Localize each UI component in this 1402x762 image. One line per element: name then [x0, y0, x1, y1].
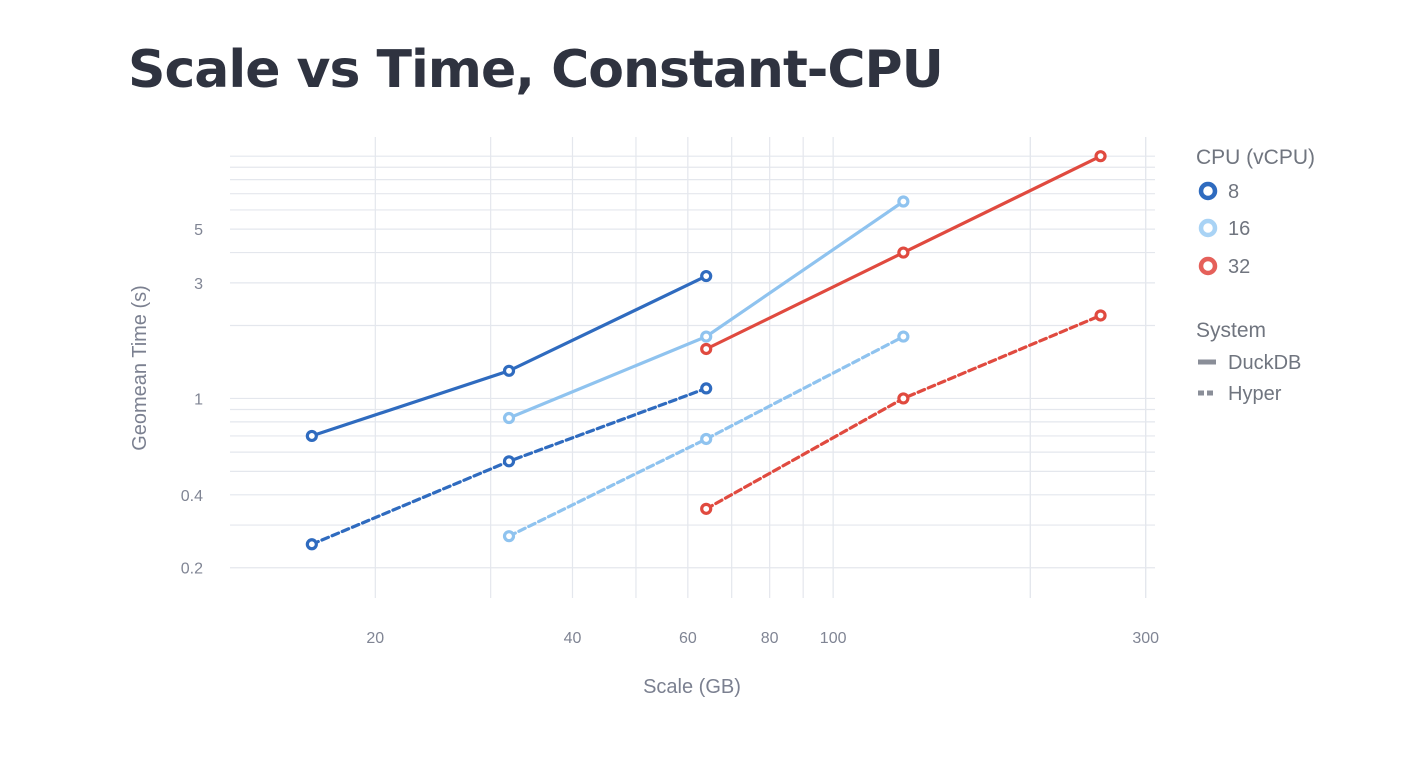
x-tick-label: 40: [564, 630, 582, 647]
y-tick-label: 5: [194, 222, 203, 239]
data-point-hyper-cpu-16: [700, 432, 713, 446]
data-point-hyper-cpu-16: [502, 530, 516, 543]
gridlines: [230, 137, 1155, 598]
legend-label-cpu-8: 8: [1228, 181, 1239, 203]
data-points: [305, 150, 1107, 551]
series-line-hyper-cpu-32: [704, 313, 1103, 511]
data-point-duckdb-cpu-32: [1094, 150, 1107, 163]
data-point-duckdb-cpu-8: [700, 269, 713, 283]
x-axis-title: Scale (GB): [643, 676, 741, 698]
data-point-duckdb-cpu-8: [305, 429, 318, 443]
data-point-duckdb-cpu-8: [502, 364, 516, 377]
x-tick-label: 100: [820, 630, 847, 647]
data-point-hyper-cpu-8: [502, 455, 516, 468]
data-point-duckdb-cpu-32: [700, 342, 713, 356]
x-tick-label: 80: [761, 630, 779, 647]
data-point-duckdb-cpu-16: [700, 330, 713, 343]
y-axis-title: Geomean Time (s): [129, 285, 151, 451]
legend-swatch-cpu-32: [1198, 256, 1218, 276]
y-tick-label: 0.4: [181, 488, 203, 505]
legend-cpu-title: CPU (vCPU): [1196, 146, 1315, 169]
data-point-hyper-cpu-32: [1094, 309, 1107, 322]
legend-label-hyper: Hyper: [1228, 383, 1282, 405]
y-tick-label: 1: [194, 391, 203, 408]
data-point-duckdb-cpu-32: [897, 246, 910, 259]
legend-system-title: System: [1196, 319, 1266, 342]
y-tick-label: 3: [194, 276, 203, 293]
legend: CPU (vCPU) 8 16 32 System DuckDB Hyper: [1196, 146, 1315, 405]
data-point-hyper-cpu-8: [700, 382, 713, 395]
chart-title: Scale vs Time, Constant-CPU: [128, 40, 944, 100]
legend-label-duckdb: DuckDB: [1228, 352, 1301, 374]
legend-label-cpu-16: 16: [1228, 218, 1250, 240]
data-point-hyper-cpu-32: [897, 392, 910, 405]
data-point-duckdb-cpu-16: [897, 195, 910, 208]
data-point-hyper-cpu-32: [700, 502, 713, 515]
data-point-hyper-cpu-8: [305, 538, 318, 551]
x-tick-label: 300: [1132, 630, 1159, 647]
y-tick-label: 0.2: [181, 561, 203, 578]
x-tick-label: 20: [366, 630, 384, 647]
tick-labels: 20 40 60 80 100 300 0.2 0.4 1 3 5: [181, 222, 1159, 647]
x-tick-label: 60: [679, 630, 697, 647]
legend-swatch-cpu-8: [1198, 181, 1218, 201]
data-point-duckdb-cpu-16: [502, 411, 516, 425]
legend-swatch-cpu-16: [1198, 218, 1218, 238]
data-point-hyper-cpu-16: [897, 330, 910, 343]
legend-label-cpu-32: 32: [1228, 256, 1250, 278]
